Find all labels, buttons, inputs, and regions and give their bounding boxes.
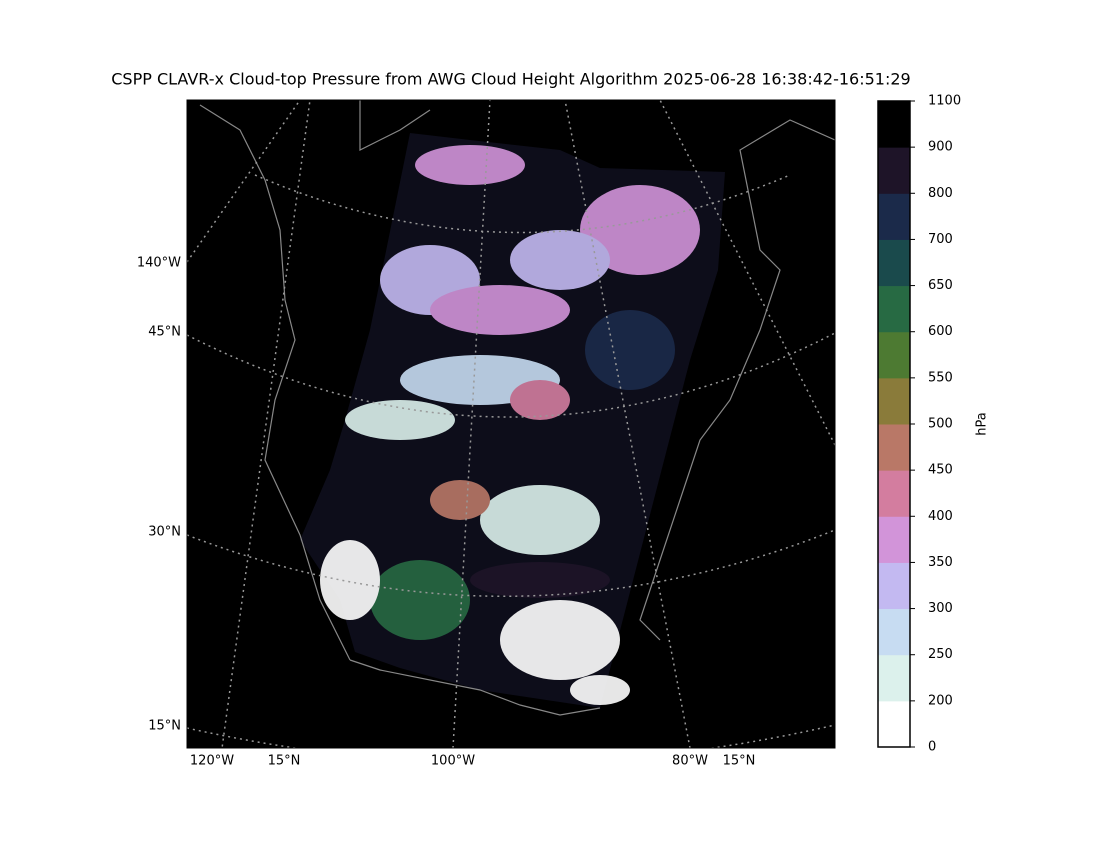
colorbar-tick-label: 0 (928, 740, 936, 755)
map-label: 140°W (137, 256, 181, 271)
map-label: 100°W (431, 754, 475, 769)
map-label: 120°W (190, 754, 234, 769)
colorbar-tick-label: 650 (928, 278, 953, 293)
colorbar-tick-label: 250 (928, 647, 953, 662)
colorbar-segment (878, 377, 910, 425)
map-label: 15°N (148, 719, 181, 734)
colorbar-segment (878, 101, 910, 148)
colorbar-segment (878, 516, 910, 563)
map-label: 15°N (723, 754, 756, 769)
colorbar-tick-label: 300 (928, 601, 953, 616)
map-label: 45°N (148, 325, 181, 340)
title: CSPP CLAVR-x Cloud-top Pressure from AWG… (111, 70, 910, 89)
map-frame (186, 99, 836, 749)
colorbar-segment (878, 654, 910, 702)
colorbar-tick-label: 550 (928, 370, 953, 385)
map-label: 80°W (672, 754, 708, 769)
colorbar-segment (878, 285, 910, 333)
map-label: 30°N (148, 525, 181, 540)
colorbar-tick-label: 400 (928, 509, 953, 524)
colorbar-segment (878, 608, 910, 656)
cloud-patches (320, 145, 700, 705)
colorbar-tick-label: 800 (928, 186, 953, 201)
colorbar-segment (878, 424, 910, 471)
colorbar-segment (878, 147, 910, 194)
colorbar-segment (878, 700, 910, 748)
colorbar-label: hPa (975, 412, 990, 435)
colorbar-tick-label: 700 (928, 232, 953, 247)
colorbar-segment (878, 470, 910, 517)
colorbar-segment (878, 193, 910, 240)
colorbar-tick-label: 450 (928, 463, 953, 478)
colorbar-segment (878, 562, 910, 610)
colorbar-tick-label: 500 (928, 417, 953, 432)
colorbar-segment (878, 239, 910, 287)
colorbar-segment (878, 331, 910, 379)
graticule (187, 100, 835, 748)
colorbar-tick-label: 600 (928, 324, 953, 339)
map-label: 15°N (268, 754, 301, 769)
colorbar-tick-label: 900 (928, 140, 953, 155)
colorbar-tick-label: 1100 (928, 94, 961, 109)
colorbar-tick-label: 350 (928, 555, 953, 570)
map (187, 100, 835, 748)
colorbar-tick-label: 200 (928, 693, 953, 708)
